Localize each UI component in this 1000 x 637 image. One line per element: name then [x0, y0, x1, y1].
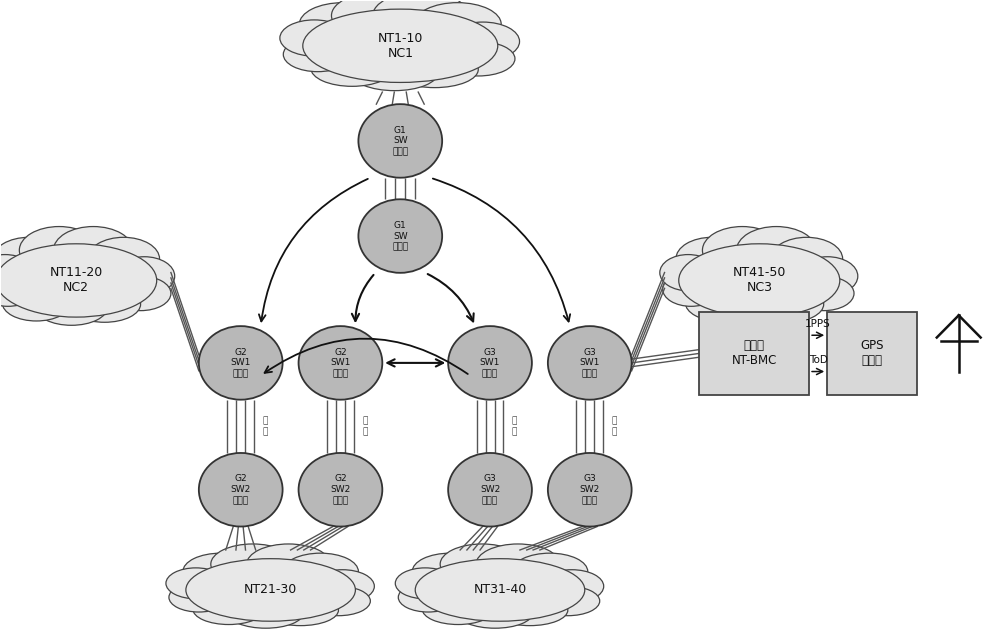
Ellipse shape: [719, 289, 791, 326]
Ellipse shape: [19, 227, 99, 274]
Ellipse shape: [247, 544, 330, 584]
Text: NT31-40: NT31-40: [473, 583, 527, 596]
Ellipse shape: [536, 586, 600, 616]
Ellipse shape: [114, 257, 175, 296]
Ellipse shape: [69, 286, 141, 322]
Text: NT21-30: NT21-30: [244, 583, 297, 596]
Ellipse shape: [414, 3, 501, 46]
Ellipse shape: [676, 238, 748, 280]
Text: NT11-20
NC2: NT11-20 NC2: [50, 266, 103, 294]
Ellipse shape: [793, 276, 854, 311]
Text: G3
SW2
（主）: G3 SW2 （主）: [480, 475, 500, 505]
Ellipse shape: [183, 553, 259, 590]
Text: ToD: ToD: [809, 355, 828, 365]
Ellipse shape: [737, 227, 816, 274]
Ellipse shape: [199, 453, 283, 527]
Ellipse shape: [440, 544, 524, 584]
Ellipse shape: [548, 453, 632, 527]
Text: G3
SW2
（备）: G3 SW2 （备）: [580, 475, 600, 505]
FancyBboxPatch shape: [699, 312, 809, 394]
Ellipse shape: [771, 238, 843, 280]
Ellipse shape: [679, 244, 840, 317]
Ellipse shape: [492, 595, 568, 626]
FancyBboxPatch shape: [827, 312, 917, 394]
Ellipse shape: [53, 227, 133, 274]
Ellipse shape: [702, 227, 782, 274]
Text: G2
SW2
（备）: G2 SW2 （备）: [231, 475, 251, 505]
Ellipse shape: [476, 544, 560, 584]
Ellipse shape: [0, 238, 65, 280]
Ellipse shape: [422, 594, 494, 624]
Text: 级
联: 级 联: [612, 417, 617, 436]
Ellipse shape: [299, 326, 382, 399]
Ellipse shape: [351, 54, 438, 90]
Ellipse shape: [211, 544, 295, 584]
Text: NT41-50
NC3: NT41-50 NC3: [733, 266, 786, 294]
Ellipse shape: [35, 289, 107, 326]
Ellipse shape: [415, 559, 585, 621]
Text: 1PPS: 1PPS: [805, 319, 831, 329]
Text: G3
SW1
（主）: G3 SW1 （主）: [480, 348, 500, 378]
Text: G2
SW2
（主）: G2 SW2 （主）: [330, 475, 351, 505]
Ellipse shape: [442, 41, 515, 76]
Ellipse shape: [166, 568, 226, 599]
Ellipse shape: [228, 598, 304, 628]
Ellipse shape: [299, 453, 382, 527]
Text: NT1-10
NC1: NT1-10 NC1: [378, 32, 423, 60]
Ellipse shape: [663, 272, 719, 306]
Ellipse shape: [311, 50, 393, 87]
Text: G1
SW
（备）: G1 SW （备）: [392, 125, 408, 156]
Ellipse shape: [280, 20, 349, 56]
Ellipse shape: [311, 569, 374, 603]
Text: G2
SW1
（备）: G2 SW1 （备）: [231, 348, 251, 378]
Text: 级
联: 级 联: [362, 417, 368, 436]
Ellipse shape: [263, 595, 338, 626]
Text: G3
SW1
（备）: G3 SW1 （备）: [580, 348, 600, 378]
Ellipse shape: [331, 0, 428, 39]
Ellipse shape: [373, 0, 469, 39]
Ellipse shape: [0, 272, 36, 306]
Ellipse shape: [88, 238, 160, 280]
Ellipse shape: [540, 569, 604, 603]
Text: 级
联: 级 联: [263, 417, 268, 436]
Ellipse shape: [660, 255, 717, 291]
Text: 主时钟
NT-BMC: 主时钟 NT-BMC: [732, 340, 777, 368]
Ellipse shape: [283, 553, 358, 590]
Ellipse shape: [2, 285, 70, 321]
Ellipse shape: [457, 598, 533, 628]
Ellipse shape: [512, 553, 588, 590]
Ellipse shape: [752, 286, 824, 322]
Ellipse shape: [797, 257, 858, 296]
Ellipse shape: [548, 326, 632, 399]
Ellipse shape: [448, 326, 532, 399]
Ellipse shape: [193, 594, 265, 624]
Ellipse shape: [169, 583, 229, 612]
Ellipse shape: [0, 244, 157, 317]
Ellipse shape: [307, 586, 370, 616]
Ellipse shape: [283, 37, 352, 71]
Ellipse shape: [358, 199, 442, 273]
Ellipse shape: [412, 553, 488, 590]
Ellipse shape: [186, 559, 355, 621]
Text: G1
SW
（主）: G1 SW （主）: [392, 221, 408, 252]
Ellipse shape: [358, 104, 442, 178]
Text: G2
SW1
（主）: G2 SW1 （主）: [330, 348, 351, 378]
Ellipse shape: [199, 326, 283, 399]
Ellipse shape: [395, 568, 455, 599]
Ellipse shape: [448, 453, 532, 527]
Ellipse shape: [0, 255, 34, 291]
Ellipse shape: [110, 276, 171, 311]
Ellipse shape: [446, 22, 520, 61]
Ellipse shape: [299, 3, 387, 46]
Ellipse shape: [685, 285, 754, 321]
Text: 级
联: 级 联: [512, 417, 517, 436]
Ellipse shape: [303, 9, 498, 82]
Text: GPS
接收机: GPS 接收机: [860, 340, 884, 368]
Ellipse shape: [398, 583, 458, 612]
Ellipse shape: [391, 52, 478, 88]
